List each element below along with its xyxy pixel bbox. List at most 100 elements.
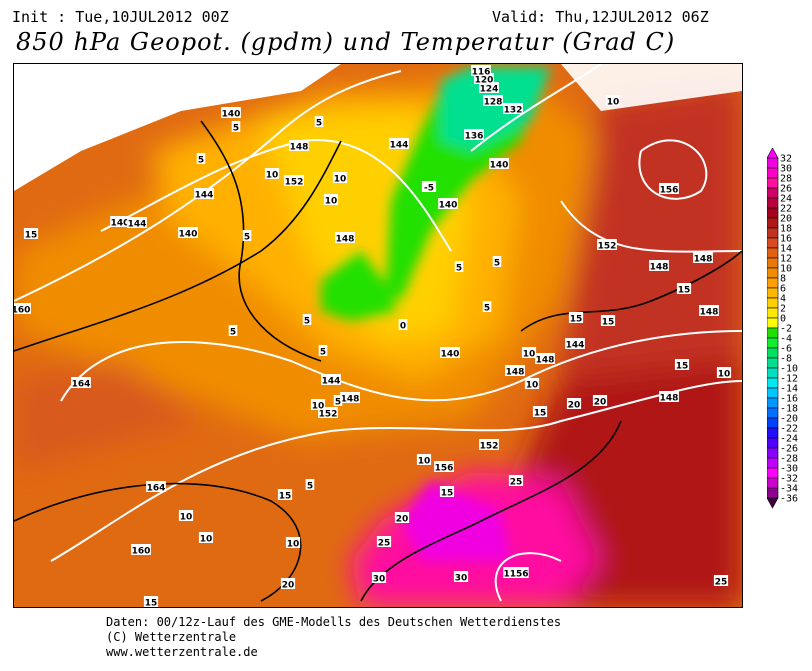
legend-color-cell	[767, 267, 779, 279]
color-scale-legend: 32302826242220181614121086420-2-4-6-8-10…	[767, 148, 798, 509]
geopotential-label: 136	[465, 132, 484, 142]
contour-label-bg	[228, 325, 238, 336]
contour-label-bg	[605, 95, 621, 106]
temperature-label: 5	[335, 398, 341, 408]
legend-color-cell	[767, 447, 779, 459]
weather-map: 140 148 152 144 140 144 140 148 144 136 140 140 132 1…	[13, 63, 743, 608]
geopotential-label: 148	[536, 356, 555, 366]
contour-label-bg	[146, 481, 166, 492]
legend-label: 26	[780, 184, 792, 195]
contour-label-bg	[321, 374, 341, 385]
contour-label-bg	[464, 129, 484, 140]
legend-color-cell	[767, 437, 779, 449]
legend-color-cell	[767, 427, 779, 439]
legend-label: 4	[780, 294, 786, 305]
contour-label-bg	[221, 107, 241, 118]
legend-color-cell	[767, 417, 779, 429]
map-title: 850 hPa Geopot. (gpdm) und Temperatur (G…	[16, 28, 676, 56]
temperature-label: 5	[233, 124, 239, 134]
legend-color-cell	[767, 357, 779, 369]
legend-label: 8	[780, 274, 786, 285]
geopotential-label: 144	[390, 141, 409, 151]
legend-color-cell	[767, 257, 779, 269]
geopotential-label: 148	[336, 235, 355, 245]
temperature-label: 10	[266, 171, 279, 181]
legend-label: 30	[780, 164, 792, 175]
geopotential-label: 164	[72, 380, 91, 390]
contour-label-bg	[438, 198, 458, 209]
contour-label-bg	[649, 260, 669, 271]
contour-label-bg	[535, 353, 555, 364]
contour-label-bg	[474, 73, 494, 84]
legend-color-cell	[767, 337, 779, 349]
temperature-label: 15	[145, 599, 158, 608]
legend-label: 2	[780, 304, 786, 315]
legend-label: 6	[780, 284, 786, 295]
contour-label-bg	[196, 153, 206, 164]
temperature-label: 5	[304, 317, 310, 327]
geopotential-label: 140	[439, 201, 458, 211]
temperature-label: 25	[510, 478, 523, 488]
legend-label: -32	[780, 474, 798, 485]
contour-label-bg	[127, 217, 147, 228]
contour-label-bg	[314, 116, 324, 127]
geopotential-label: 132	[504, 106, 523, 116]
contour-label-bg	[568, 312, 584, 323]
temperature-label: 20	[282, 581, 295, 591]
contour-label-bg	[492, 256, 502, 267]
contour-label-bg	[23, 228, 39, 239]
geopotential-label: 144	[195, 191, 214, 201]
legend-color-cell	[767, 167, 779, 179]
contour-label-bg	[305, 479, 315, 490]
legend-label: 20	[780, 214, 792, 225]
temperature-label: 20	[594, 398, 607, 408]
temperature-label: 30	[373, 575, 386, 585]
contour-label-bg	[371, 572, 387, 583]
contour-label-bg	[482, 301, 492, 312]
temperature-label: 15	[676, 362, 689, 372]
contour-label-bg	[333, 395, 343, 406]
legend-color-cell	[767, 227, 779, 239]
contour-label-bg	[524, 378, 540, 389]
legend-color-cell	[767, 307, 779, 319]
contour-label-bg	[277, 489, 293, 500]
contour-label-bg	[340, 392, 360, 403]
geopotential-label: 148	[506, 368, 525, 378]
legend-color-cell	[767, 327, 779, 339]
legend-label: -30	[780, 464, 798, 475]
contour-label-bg	[440, 347, 460, 358]
contour-label-bg	[318, 407, 338, 418]
geopotential-label: 144	[566, 341, 585, 351]
contour-label-bg	[505, 365, 525, 376]
legend-label: -8	[780, 354, 792, 365]
contour-label-bg	[131, 544, 151, 555]
contour-label-bg	[713, 575, 729, 586]
temperature-label: 10	[287, 540, 300, 550]
legend-color-cell	[767, 297, 779, 309]
geopotential-label: 140	[222, 110, 241, 120]
contour-label-bg	[503, 567, 529, 578]
temperature-label: 10	[526, 381, 539, 391]
contour-label-bg	[674, 359, 690, 370]
geopotential-label: 144	[128, 220, 147, 230]
init-time: Init : Tue,10JUL2012 00Z	[12, 8, 229, 26]
contour-label-bg	[508, 475, 524, 486]
geopotential-label: 152	[319, 410, 338, 420]
temperature-label: 5	[230, 328, 236, 338]
temperature-label: 5	[316, 119, 322, 129]
legend-color-cell	[767, 217, 779, 229]
temperature-label: 15	[678, 286, 691, 296]
contour-label-bg	[71, 377, 91, 388]
temperature-label: 10	[325, 197, 338, 207]
geopotential-label: 156	[435, 464, 454, 474]
temperature-label: 20	[568, 401, 581, 411]
geopotential-label: 156	[660, 186, 679, 196]
contour-label-bg	[479, 82, 499, 93]
legend-color-cell	[767, 477, 779, 489]
temperature-label: 10	[718, 370, 731, 380]
legend-label: 12	[780, 254, 792, 265]
contour-label-bg	[332, 172, 348, 183]
geopotential-label: 148	[341, 395, 360, 405]
legend-color-cell	[767, 317, 779, 329]
temperature-label: 10	[312, 402, 325, 412]
